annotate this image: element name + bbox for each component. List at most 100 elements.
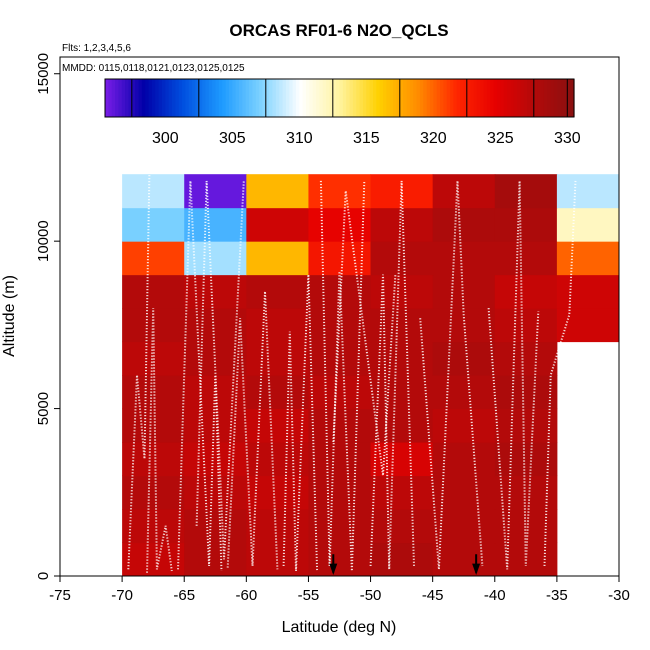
x-tick-label: -35 — [546, 587, 568, 604]
heatmap-cell — [308, 341, 372, 376]
colorbar-swatch — [490, 79, 495, 117]
colorbar-swatch — [496, 79, 501, 117]
heatmap-cell — [246, 408, 309, 443]
colorbar-swatch — [540, 79, 545, 117]
colorbar-swatch — [483, 79, 488, 117]
colorbar-swatch — [342, 79, 347, 117]
colorbar: 300 305 310 315 320 325 330 — [104, 78, 581, 147]
colorbar-swatch — [205, 79, 210, 117]
colorbar-swatch — [393, 79, 398, 117]
colorbar-swatch — [299, 79, 304, 117]
x-tick-label: -40 — [484, 587, 506, 604]
colorbar-swatch — [453, 79, 458, 117]
colorbar-tick-label: 310 — [286, 130, 313, 147]
heatmap-cell — [556, 308, 620, 343]
colorbar-swatch — [510, 79, 515, 117]
colorbar-frame — [104, 78, 575, 118]
colorbar-swatch — [218, 79, 223, 117]
heatmap-cell — [494, 442, 558, 477]
heatmap-cell — [494, 375, 558, 410]
heatmap-cell — [184, 509, 247, 544]
colorbar-swatch — [413, 79, 418, 117]
colorbar-swatch — [158, 79, 163, 117]
heatmap-cell — [246, 341, 309, 376]
colorbar-swatch — [517, 79, 521, 117]
colorbar-swatch — [188, 79, 193, 117]
flight-track — [177, 180, 223, 572]
arrow-head — [472, 563, 481, 575]
colorbar-swatch — [128, 79, 133, 117]
flight-track — [146, 308, 173, 573]
colorbar-swatch — [148, 79, 153, 117]
x-axis: -75 -70 -65 -60 -55 -50 -45 -40 -35 -30 — [49, 576, 630, 604]
colorbar-swatch — [369, 79, 374, 117]
flight-track — [419, 180, 484, 570]
heatmap-cell — [370, 542, 434, 577]
x-tick-label: -75 — [49, 587, 71, 604]
colorbar-swatch — [121, 79, 126, 117]
colorbar-swatch — [322, 79, 327, 117]
heatmap-cell — [246, 274, 309, 309]
heatmap-cell — [184, 442, 247, 477]
dates-note: MMDD: 0115,0118,0121,0123,0125,0125 — [62, 63, 245, 74]
colorbar-swatch — [222, 79, 227, 117]
colorbar-swatch — [225, 79, 230, 117]
heatmap-cell — [494, 308, 558, 343]
colorbar-swatch — [212, 79, 217, 117]
colorbar-swatch — [570, 79, 575, 117]
heatmap-cell — [184, 542, 247, 577]
colorbar-swatch — [282, 79, 287, 117]
colorbar-swatch — [553, 79, 558, 117]
heatmap-cell — [308, 375, 372, 410]
colorbar-swatch — [252, 79, 257, 117]
flight-track — [282, 274, 319, 572]
heatmap-cell — [122, 207, 185, 242]
colorbar-swatch — [406, 79, 411, 117]
colorbar-swatch — [151, 79, 156, 117]
colorbar-swatch — [208, 79, 213, 117]
heatmap-cell — [432, 442, 496, 477]
heatmap-cell — [432, 408, 496, 443]
colorbar-swatch — [329, 79, 334, 117]
heatmap-cell — [556, 241, 620, 276]
colorbar-swatch — [155, 79, 160, 117]
heatmap-cell — [184, 308, 247, 343]
colorbar-swatch — [316, 79, 320, 117]
heatmap-cell — [246, 174, 309, 209]
heatmap-cell — [494, 274, 558, 309]
heatmap-cell — [432, 174, 496, 209]
colorbar-swatch — [426, 79, 431, 117]
heatmap-cell — [246, 442, 309, 477]
colorbar-swatch — [265, 79, 270, 117]
colorbar-swatch — [141, 79, 146, 117]
colorbar-swatch — [192, 79, 197, 117]
colorbar-swatch — [450, 79, 454, 117]
colorbar-swatch — [175, 79, 180, 117]
colorbar-swatch — [275, 79, 280, 117]
heatmap-cell — [432, 341, 496, 376]
heatmap-cell — [122, 509, 185, 544]
colorbar-swatch — [306, 79, 310, 117]
colorbar-swatch — [503, 79, 508, 117]
y-tick-label: 10000 — [35, 220, 52, 262]
colorbar-swatch — [547, 79, 552, 117]
colorbar-swatch — [111, 79, 116, 117]
colorbar-swatch — [362, 79, 367, 117]
colorbar-swatch — [359, 79, 364, 117]
colorbar-swatch — [249, 79, 253, 117]
heatmap-cell — [370, 174, 434, 209]
colorbar-swatch — [215, 79, 220, 117]
colorbar-swatch — [523, 79, 528, 117]
colorbar-swatch — [466, 79, 471, 117]
heatmap-cell — [122, 308, 185, 343]
arrow-head — [329, 563, 338, 575]
heatmap-cell — [432, 241, 496, 276]
x-tick-label: -55 — [298, 587, 320, 604]
heatmap-cell — [370, 274, 434, 309]
colorbar-swatch — [108, 79, 113, 117]
heatmap-cell — [122, 174, 185, 209]
colorbar-swatch — [242, 79, 247, 117]
heatmap-cell — [556, 207, 620, 242]
colorbar-swatch — [118, 79, 123, 117]
heatmap-cell — [432, 207, 496, 242]
